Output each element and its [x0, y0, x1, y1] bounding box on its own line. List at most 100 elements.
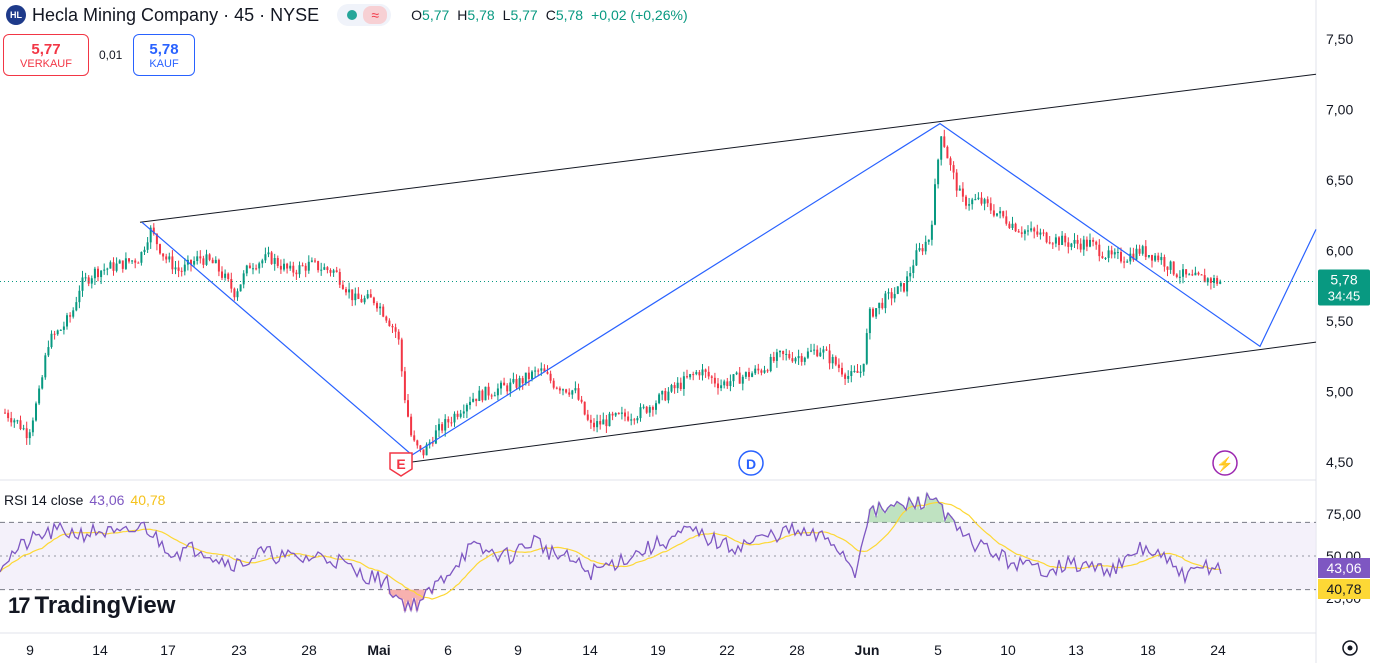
- candle-body: [655, 403, 657, 410]
- candle-body: [1188, 274, 1191, 276]
- candle-body: [667, 391, 670, 401]
- candle-body: [422, 449, 425, 456]
- candle-body: [13, 420, 16, 423]
- candle-body: [878, 302, 881, 309]
- candle-body: [946, 146, 949, 159]
- candle-body: [450, 422, 453, 424]
- candle-body: [453, 413, 456, 423]
- sell-button[interactable]: 5,77 VERKAUF: [3, 34, 89, 76]
- candle-body: [831, 357, 834, 364]
- candle-body: [475, 398, 478, 402]
- candle-body: [927, 239, 930, 242]
- candle-body: [720, 385, 723, 389]
- candle-body: [93, 268, 96, 279]
- tradingview-logo[interactable]: 17 TradingView: [8, 592, 175, 620]
- rsi-value-tag-label: 43,06: [1326, 560, 1361, 576]
- candle-body: [298, 265, 301, 275]
- candle-body: [208, 254, 211, 260]
- candle-body: [155, 233, 158, 245]
- candle-body: [1151, 255, 1153, 261]
- rsi-legend[interactable]: RSI 14 close 43,06 40,78: [4, 492, 165, 508]
- candle-body: [524, 372, 527, 384]
- candle-body: [50, 333, 53, 348]
- candle-body: [822, 349, 825, 353]
- rsi-ma-line: [0, 501, 1222, 600]
- rsi-ma-value-tag: [1318, 579, 1370, 599]
- event-marker-label: E: [396, 456, 405, 472]
- candle-body: [338, 272, 341, 285]
- candle-body: [757, 368, 760, 371]
- candle-body: [90, 278, 93, 284]
- candle-body: [974, 199, 977, 201]
- candle-body: [332, 270, 335, 273]
- candle-body: [754, 368, 757, 374]
- event-marker-0[interactable]: E: [389, 452, 413, 477]
- candle-body: [304, 265, 307, 271]
- candle-body: [314, 260, 316, 262]
- event-marker-2[interactable]: ⚡: [1212, 450, 1238, 476]
- candle-body: [128, 258, 130, 262]
- sell-price: 5,77: [31, 40, 61, 58]
- candle-body: [25, 428, 28, 439]
- candle-body: [1206, 278, 1209, 283]
- interval-label[interactable]: 45: [234, 4, 255, 25]
- candle-body: [766, 370, 769, 372]
- candle-body: [109, 262, 112, 269]
- candle-body: [413, 435, 416, 441]
- candle-body: [1095, 241, 1098, 245]
- candle-body: [633, 419, 636, 421]
- candle-body: [152, 227, 155, 234]
- candle-body: [292, 265, 295, 273]
- candle-body: [326, 267, 329, 270]
- candle-body: [651, 407, 654, 410]
- candle-body: [915, 250, 918, 266]
- buy-button[interactable]: 5,78 KAUF: [133, 34, 195, 76]
- candle-body: [459, 413, 462, 417]
- time-tick-label: Jun: [855, 642, 880, 658]
- candle-body: [1194, 272, 1197, 276]
- candle-body: [695, 372, 698, 375]
- candle-body: [490, 395, 493, 397]
- candle-body: [267, 252, 270, 255]
- candle-body: [1203, 275, 1206, 283]
- candle-body: [131, 260, 134, 262]
- candle-body: [779, 350, 781, 353]
- candle-body: [983, 199, 986, 204]
- settings-gear-icon[interactable]: [1342, 640, 1358, 656]
- candle-body: [503, 382, 506, 386]
- candle-body: [193, 261, 196, 265]
- data-wave-icon[interactable]: ≈: [363, 6, 388, 24]
- candle-body: [531, 371, 533, 379]
- candle-body: [611, 413, 614, 416]
- candle-body: [509, 382, 512, 392]
- candle-body: [487, 386, 490, 396]
- candle-body: [791, 358, 794, 362]
- event-marker-1[interactable]: D: [738, 450, 764, 476]
- candle-body: [1126, 261, 1129, 263]
- candle-body: [62, 326, 65, 330]
- candle-body: [227, 273, 230, 280]
- candle-body: [602, 419, 605, 425]
- market-open-icon: [347, 10, 358, 20]
- candle-body: [47, 347, 50, 356]
- buy-price: 5,78: [149, 40, 179, 58]
- candle-body: [1067, 242, 1070, 247]
- candle-body: [943, 136, 946, 147]
- candle-body: [1073, 239, 1076, 244]
- candle-body: [10, 418, 13, 423]
- candle-body: [441, 424, 444, 431]
- candle-body: [1061, 235, 1064, 246]
- time-tick-label: 23: [231, 642, 247, 658]
- status-pill[interactable]: ≈: [337, 4, 392, 26]
- candle-body: [1058, 237, 1060, 246]
- candle-body: [686, 376, 688, 378]
- spread-value: 0,01: [99, 48, 123, 62]
- split-marker-icon: [1212, 450, 1238, 476]
- candle-body: [118, 260, 121, 264]
- candle-body: [205, 254, 208, 265]
- symbol-title[interactable]: Hecla Mining Company: [32, 4, 219, 25]
- candle-body: [447, 419, 450, 423]
- candle-body: [549, 373, 552, 381]
- candle-body: [1185, 269, 1188, 275]
